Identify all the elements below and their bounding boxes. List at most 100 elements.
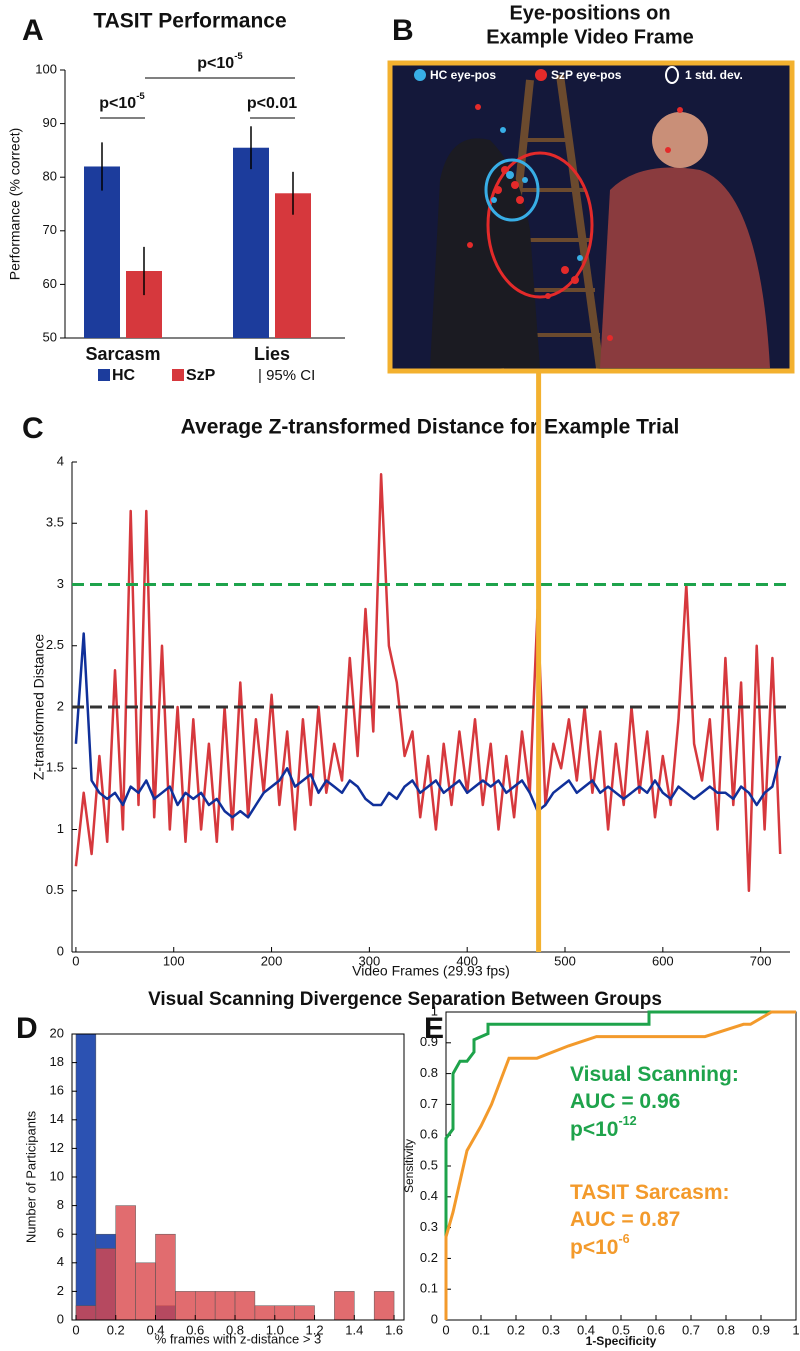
- hc-std-ellipse: [484, 158, 540, 222]
- annotation-text: AUC = 0.87: [570, 1208, 680, 1231]
- annotation: p<10-5: [197, 51, 243, 73]
- x-tick-label: 100: [163, 953, 185, 968]
- video-frame: Eye-positions on Example Video Frame HC …: [387, 2, 795, 374]
- x-axis-label: Video Frames (29.93 fps): [352, 963, 510, 979]
- annotation-text: Visual Scanning:: [570, 1063, 739, 1086]
- x-tick-label: 0.2: [507, 1322, 525, 1337]
- roc-curve: [444, 1010, 796, 1320]
- x-tick-label: 0.8: [226, 1322, 244, 1337]
- y-tick-label: 1: [57, 821, 64, 836]
- legend-label: HC eye-pos: [430, 68, 496, 82]
- y-tick-label: 12: [50, 1140, 64, 1155]
- y-tick-label: 20: [50, 1025, 64, 1040]
- y-tick-label: 0: [431, 1311, 438, 1326]
- annotation-sup: -5: [234, 51, 243, 62]
- x-tick-label: 0: [72, 953, 79, 968]
- y-tick-label: 1: [431, 1003, 438, 1018]
- histogram-bar: [214, 1291, 236, 1321]
- x-tick-label: 0: [442, 1322, 449, 1337]
- legend-label: SzP eye-pos: [551, 68, 622, 82]
- histogram-bar: [195, 1291, 216, 1321]
- annotation-text: p<10: [197, 55, 234, 72]
- annotation-text: p<10: [570, 1118, 618, 1141]
- panel-label: E: [424, 1012, 444, 1045]
- y-tick-label: 0.1: [420, 1281, 438, 1296]
- y-tick-label: 8: [57, 1197, 64, 1212]
- histogram-bar: [155, 1233, 176, 1321]
- y-tick-label: 0.2: [420, 1250, 438, 1265]
- x-tick-label: Lies: [254, 344, 290, 364]
- histogram-bar: [115, 1205, 136, 1321]
- chart-title: Visual Scanning Divergence Separation Be…: [148, 989, 662, 1010]
- person-left: [430, 138, 540, 368]
- bar: [233, 147, 269, 338]
- y-axis-label: Z-transformed Distance: [31, 634, 47, 780]
- person-right: [600, 167, 770, 368]
- y-tick-label: 0.4: [420, 1188, 438, 1203]
- x-axis-label: 1-Specificity: [586, 1334, 657, 1348]
- x-tick-label: 0.6: [186, 1322, 204, 1337]
- y-tick-label: 1.5: [46, 760, 64, 775]
- annotation-text: p<10: [99, 95, 136, 112]
- x-tick-label: 200: [261, 953, 283, 968]
- annotation: TASIT Sarcasm:: [570, 1181, 730, 1204]
- y-tick-label: 3: [57, 576, 64, 591]
- histogram-bar: [95, 1248, 116, 1321]
- hc-points: [491, 127, 583, 261]
- histogram-bar: [135, 1262, 156, 1321]
- x-tick-label: 1.4: [345, 1322, 363, 1337]
- y-tick-label: 90: [43, 115, 57, 130]
- panel-label: B: [392, 14, 414, 47]
- panel-label: C: [22, 412, 44, 445]
- x-tick-label: 1.2: [305, 1322, 323, 1337]
- y-tick-label: 70: [43, 222, 57, 237]
- histogram-bar: [254, 1305, 276, 1321]
- annotation: p<10-5: [99, 91, 145, 113]
- annotation-text: TASIT Sarcasm:: [570, 1181, 730, 1204]
- y-tick-label: 0.5: [46, 882, 64, 897]
- y-tick-label: 18: [50, 1054, 64, 1069]
- legend-label: SzP: [186, 367, 216, 384]
- annotation: Visual Scanning:: [570, 1063, 739, 1086]
- bar: [84, 166, 120, 338]
- szp-std-ellipse: [486, 151, 594, 299]
- x-axis-label: % frames with z-distance > 3: [155, 1331, 322, 1346]
- legend-swatch: [98, 369, 110, 381]
- plot-box: [445, 1011, 797, 1321]
- y-tick-label: 6: [57, 1226, 64, 1241]
- annotation: p<10-12: [570, 1114, 637, 1140]
- annotation-text: p<10: [570, 1236, 618, 1259]
- legend-label: HC: [112, 367, 136, 384]
- histogram-bar: [75, 1033, 97, 1321]
- image-title: Eye-positions on: [509, 2, 670, 24]
- roc-curve: [444, 1010, 796, 1320]
- y-tick-label: 80: [43, 169, 57, 184]
- y-tick-label: 3.5: [46, 515, 64, 530]
- y-tick-label: 16: [50, 1083, 64, 1098]
- y-tick-label: 4: [57, 453, 64, 468]
- x-tick-label: 0: [72, 1322, 79, 1337]
- x-tick-label: 700: [750, 953, 772, 968]
- histogram-bar: [234, 1291, 256, 1321]
- legend-marker: [535, 69, 547, 81]
- y-tick-label: 50: [43, 329, 57, 344]
- y-tick-label: 0.7: [420, 1096, 438, 1111]
- panel-label: A: [22, 14, 44, 47]
- histogram-bar: [334, 1291, 355, 1321]
- annotation-text: p<0.01: [247, 95, 297, 112]
- x-tick-label: 0.4: [577, 1322, 595, 1337]
- y-tick-label: 0.9: [420, 1034, 438, 1049]
- legend-marker: [414, 69, 426, 81]
- annotation-text: AUC = 0.96: [570, 1090, 680, 1113]
- y-tick-label: 14: [50, 1111, 64, 1126]
- histogram-bar: [75, 1305, 97, 1321]
- x-tick-label: 0.1: [472, 1322, 490, 1337]
- y-tick-label: 0: [57, 943, 64, 958]
- y-tick-label: 0.8: [420, 1065, 438, 1080]
- y-tick-label: 0: [57, 1311, 64, 1326]
- legend-label: 1 std. dev.: [685, 68, 743, 82]
- x-tick-label: 1.6: [385, 1322, 403, 1337]
- x-tick-label: 1.0: [266, 1322, 284, 1337]
- x-tick-label: 400: [456, 953, 478, 968]
- x-tick-label: 0.2: [107, 1322, 125, 1337]
